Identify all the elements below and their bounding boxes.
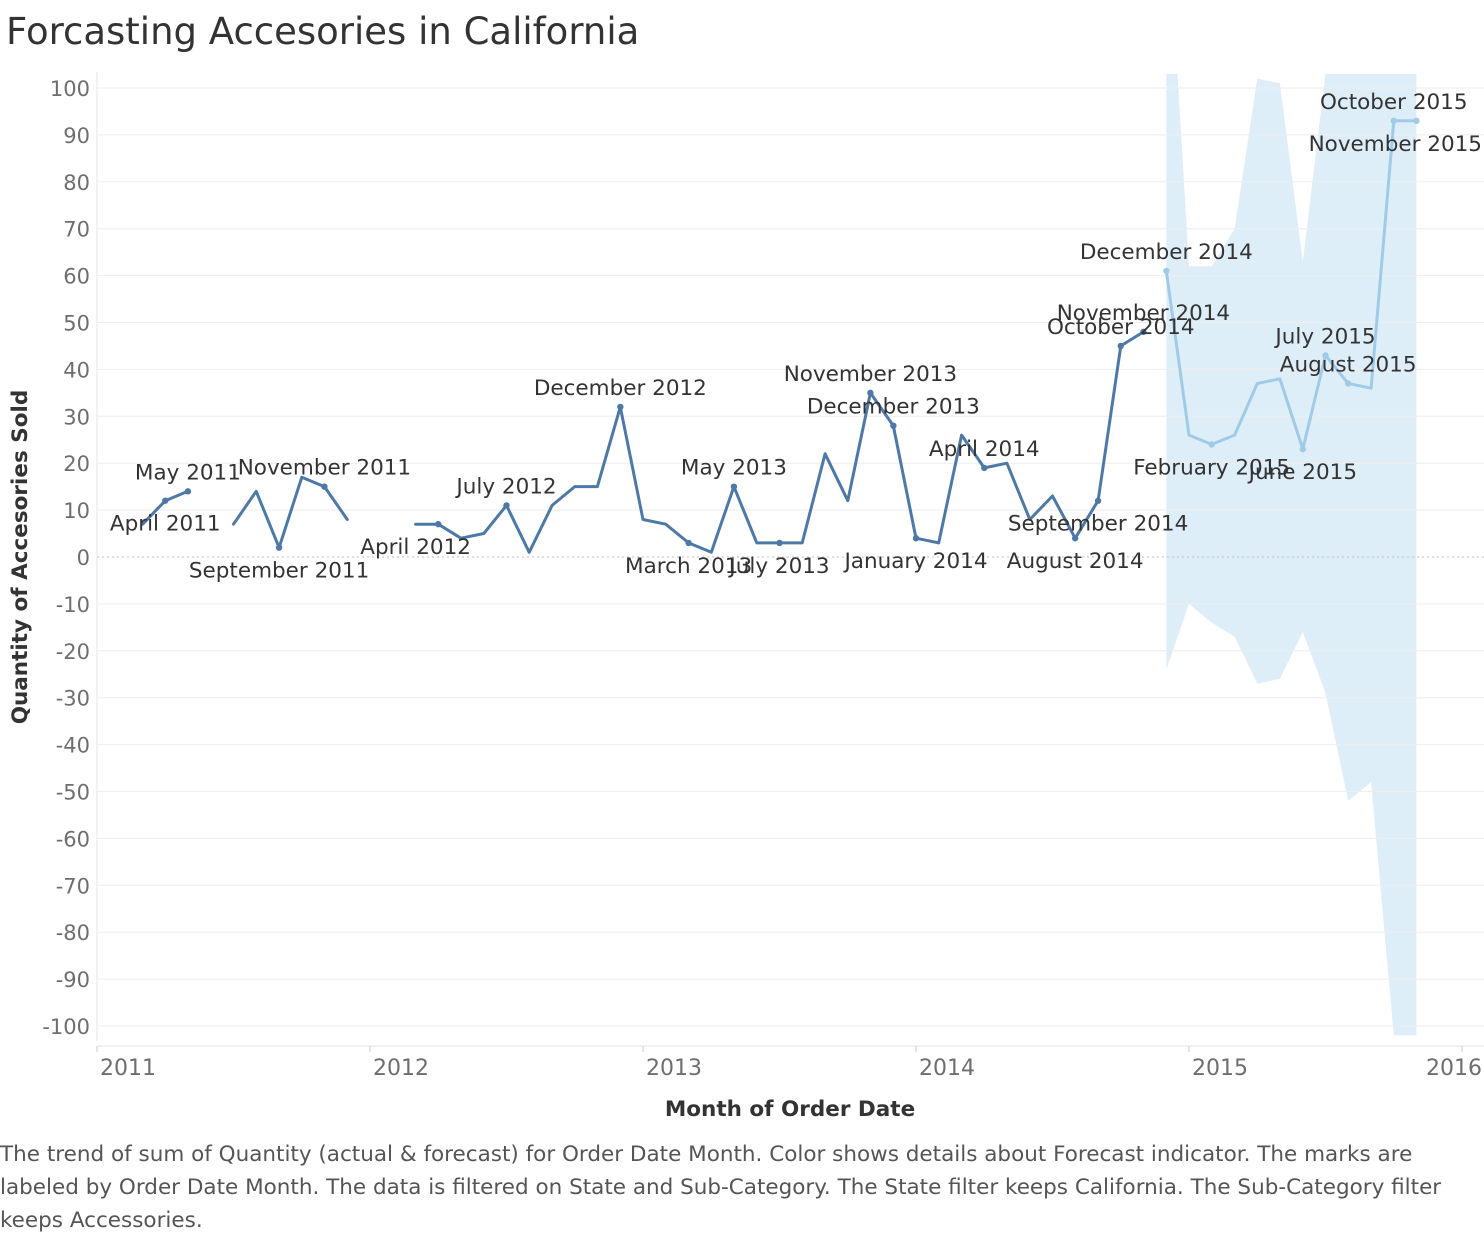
data-point-marker [1390,117,1397,125]
x-tick-label: 2013 [646,1056,702,1081]
data-point-label: July 2015 [1273,324,1375,349]
data-point-label: November 2014 [1057,301,1230,326]
data-point-marker [503,502,510,509]
data-point-label: August 2014 [1007,549,1144,574]
y-tick-label: 100 [50,77,90,101]
data-point-marker [890,422,897,429]
data-point-label: January 2014 [842,549,987,574]
data-point-label: May 2013 [681,456,787,481]
data-point-marker [1322,352,1329,359]
forecast-prediction-band [1166,73,1417,1036]
data-point-marker [184,488,192,495]
y-tick-label: -10 [56,593,90,617]
y-tick-label: 30 [63,405,90,429]
x-tick-label: 2015 [1192,1056,1248,1081]
data-point-label: November 2015 [1309,132,1482,157]
x-tick-label: 2014 [919,1056,975,1081]
y-tick-label: 80 [63,171,90,195]
data-point-label: April 2012 [360,535,471,560]
data-point-marker [1344,380,1352,387]
data-point-marker [1094,497,1102,504]
y-tick-label: 10 [63,499,90,523]
line-chart: 1009080706050403020100-10-20-30-40-50-60… [8,72,1484,1122]
x-tick-label: 2011 [100,1056,156,1081]
data-point-marker [1299,445,1307,453]
data-point-marker [981,464,988,472]
y-tick-label: -30 [56,687,90,711]
data-point-label: May 2011 [135,460,241,485]
data-point-label: June 2015 [1247,460,1357,485]
y-tick-label: 20 [63,452,90,476]
data-point-marker [321,483,328,490]
data-point-marker [162,497,169,504]
y-tick-label: -100 [42,1015,90,1039]
data-point-label: December 2013 [807,395,980,420]
data-point-marker [275,544,283,551]
chart-caption: The trend of sum of Quantity (actual & f… [0,1142,1442,1233]
data-point-marker [1140,328,1147,336]
data-point-label: November 2013 [784,362,957,387]
x-tick-label: 2016 [1426,1056,1482,1081]
data-point-label: December 2012 [534,376,707,401]
y-tick-label: 90 [63,124,90,148]
data-point-marker [730,483,738,490]
data-point-marker [776,539,783,547]
y-tick-label: -70 [56,874,90,898]
data-point-marker [1163,267,1170,275]
data-point-marker [617,403,624,411]
x-axis-title: Month of Order Date [665,1097,915,1122]
data-point-marker [912,535,920,542]
data-point-label: October 2015 [1320,90,1468,115]
data-point-marker [1117,342,1124,350]
data-point-label: August 2015 [1280,352,1417,377]
data-point-label: April 2014 [929,437,1040,462]
y-tick-label: -20 [56,640,90,664]
y-tick-label: 0 [77,546,90,570]
data-point-label: September 2014 [1008,512,1188,537]
y-tick-label: -80 [56,921,90,945]
data-point-label: March 2013 [625,554,752,579]
x-tick-label: 2012 [373,1056,429,1081]
y-tick-label: 50 [63,312,90,336]
data-point-label: February 2015 [1133,455,1290,480]
actual-series-line [232,475,349,550]
y-tick-label: 40 [63,358,90,382]
data-point-label: April 2011 [110,512,221,537]
y-tick-label: 70 [63,218,90,242]
data-point-marker [685,539,692,547]
data-point-label: October 2014 [1047,315,1195,340]
data-point-marker [1413,117,1420,125]
chart-title: Forcasting Accesories in California [6,10,640,53]
y-tick-label: -60 [56,827,90,851]
y-tick-label: -40 [56,734,90,758]
y-tick-label: -50 [56,781,90,805]
forecast-series-line [1164,119,1418,451]
y-tick-label: -90 [56,968,90,992]
data-point-label: September 2011 [189,559,369,584]
data-point-label: December 2014 [1080,240,1253,265]
y-tick-label: 60 [63,265,90,289]
data-point-marker [1208,441,1215,448]
data-point-marker [435,520,442,528]
data-point-marker [867,389,874,397]
y-axis-title: Quantity of Accesories Sold [8,390,33,725]
data-point-label: July 2013 [727,554,829,579]
data-point-label: July 2012 [454,474,556,499]
data-point-label: November 2011 [238,456,411,481]
data-point-marker [1071,535,1079,542]
